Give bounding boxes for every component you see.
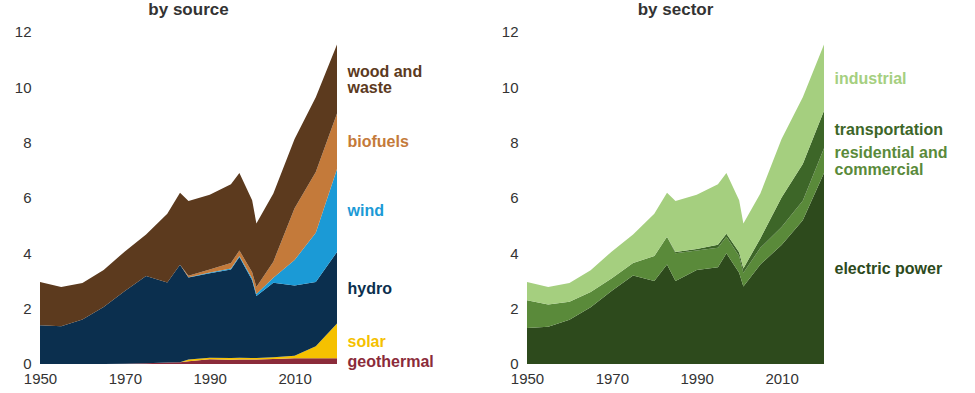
svg-text:1950: 1950 — [24, 370, 57, 387]
svg-text:solar: solar — [348, 333, 386, 350]
svg-text:4: 4 — [510, 245, 518, 262]
svg-text:electric power: electric power — [835, 260, 943, 277]
svg-text:wood andwaste: wood andwaste — [347, 63, 423, 97]
svg-text:2: 2 — [510, 300, 518, 317]
svg-text:residential andcommercial: residential andcommercial — [835, 144, 948, 178]
svg-text:0: 0 — [510, 355, 519, 373]
svg-text:8: 8 — [23, 134, 31, 151]
svg-text:6: 6 — [510, 189, 518, 206]
svg-text:4: 4 — [23, 245, 31, 262]
svg-text:industrial: industrial — [835, 70, 907, 87]
svg-text:1950: 1950 — [511, 370, 544, 387]
svg-text:0: 0 — [23, 355, 32, 373]
svg-text:10: 10 — [15, 79, 32, 96]
svg-text:1970: 1970 — [596, 370, 629, 387]
svg-text:1990: 1990 — [681, 370, 714, 387]
svg-text:6: 6 — [23, 189, 31, 206]
svg-text:8: 8 — [510, 134, 518, 151]
svg-text:12: 12 — [502, 23, 519, 40]
svg-text:2: 2 — [23, 300, 31, 317]
svg-text:10: 10 — [502, 79, 519, 96]
html-text:by sector: by sector — [637, 0, 714, 19]
svg-text:hydro: hydro — [348, 280, 393, 297]
svg-text:biofuels: biofuels — [348, 133, 409, 150]
svg-text:2010: 2010 — [278, 370, 311, 387]
svg-text:12: 12 — [15, 23, 32, 40]
svg-text:2010: 2010 — [765, 370, 798, 387]
svg-text:wind: wind — [347, 202, 384, 219]
svg-text:transportation: transportation — [835, 121, 943, 138]
svg-text:1970: 1970 — [109, 370, 142, 387]
html-text:by source: by source — [148, 0, 229, 19]
svg-text:1990: 1990 — [194, 370, 227, 387]
svg-text:geothermal: geothermal — [348, 353, 434, 370]
